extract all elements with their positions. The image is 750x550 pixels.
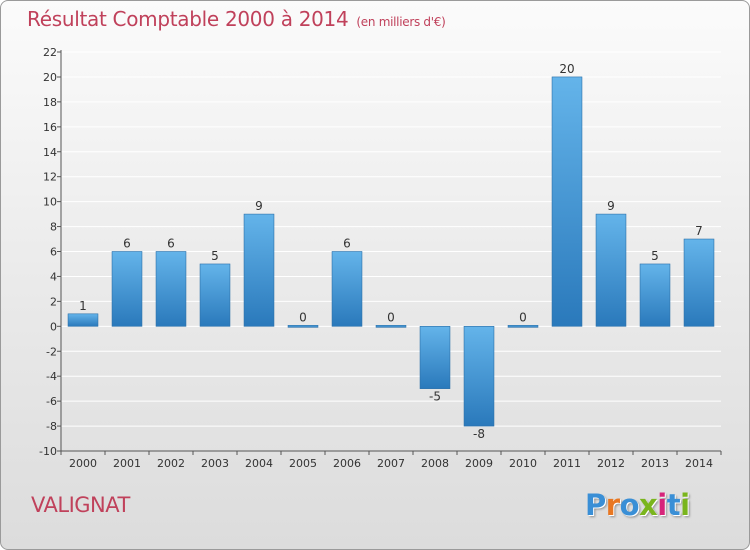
x-tick-label: 2003 [201, 457, 229, 470]
bar [67, 313, 99, 327]
x-tick-label: 2012 [597, 457, 625, 470]
bar [463, 326, 495, 427]
x-tick-label: 2013 [641, 457, 669, 470]
x-tick-label: 2009 [465, 457, 493, 470]
chart-title-text: Résultat Comptable 2000 à 2014 [27, 7, 349, 31]
x-tick-label: 2007 [377, 457, 405, 470]
place-name: VALIGNAT [31, 493, 130, 517]
bar [155, 251, 187, 327]
x-tick-label: 2011 [553, 457, 581, 470]
x-tick-label: 2014 [685, 457, 713, 470]
x-tick-label: 2000 [69, 457, 97, 470]
chart-unit-note: (en milliers d'€) [356, 15, 446, 29]
bar [595, 213, 627, 327]
data-label: -5 [429, 390, 441, 404]
x-tick-label: 2006 [333, 457, 361, 470]
y-tick-label: 0 [50, 320, 57, 333]
data-label: 0 [519, 310, 527, 324]
x-tick-label: 2005 [289, 457, 317, 470]
y-tick-label: -10 [39, 445, 57, 458]
bar [551, 76, 583, 327]
bar [243, 213, 275, 327]
y-tick-label: 18 [43, 96, 57, 109]
data-label: -8 [473, 427, 485, 441]
bar [507, 325, 539, 328]
logo-letter: o [619, 488, 640, 522]
data-label: 6 [123, 237, 131, 251]
data-label: 7 [695, 224, 703, 238]
y-tick-label: 6 [50, 246, 57, 259]
y-tick-label: -8 [46, 420, 57, 433]
y-tick-label: 16 [43, 121, 57, 134]
data-label: 6 [343, 237, 351, 251]
logo-letter: x [639, 488, 658, 522]
bar [419, 326, 451, 389]
bar [683, 238, 715, 327]
x-tick-label: 2008 [421, 457, 449, 470]
data-label: 5 [651, 249, 659, 263]
y-tick-label: 10 [43, 196, 57, 209]
logo-letter: i [657, 488, 667, 522]
y-tick-label: 2 [50, 295, 57, 308]
x-tick-label: 2001 [113, 457, 141, 470]
bar [199, 263, 231, 327]
logo-letter: t [666, 488, 681, 522]
y-tick-label: 14 [43, 146, 57, 159]
y-tick-label: -2 [46, 345, 57, 358]
y-tick-label: 8 [50, 221, 57, 234]
data-label: 6 [167, 237, 175, 251]
data-label: 9 [255, 199, 263, 213]
y-tick-label: 4 [50, 270, 57, 283]
chart-title: Résultat Comptable 2000 à 2014 (en millie… [27, 7, 446, 31]
bar [111, 251, 143, 327]
bar [331, 251, 363, 327]
data-label: 0 [387, 310, 395, 324]
x-tick-label: 2004 [245, 457, 273, 470]
logo-letter: r [605, 488, 620, 522]
y-tick-label: 22 [43, 46, 57, 59]
logo-letter: i [680, 488, 690, 522]
bar [287, 325, 319, 328]
y-tick-label: 20 [43, 71, 57, 84]
x-tick-label: 2002 [157, 457, 185, 470]
y-tick-label: -6 [46, 395, 57, 408]
data-label: 9 [607, 199, 615, 213]
data-label: 5 [211, 249, 219, 263]
bar [639, 263, 671, 327]
logo-letter: P [585, 488, 606, 522]
y-tick-label: 12 [43, 171, 57, 184]
bar [375, 325, 407, 328]
proxiti-logo: Proxiti [585, 488, 690, 522]
data-label: 1 [79, 299, 87, 313]
data-label: 20 [559, 62, 574, 76]
x-tick-label: 2010 [509, 457, 537, 470]
data-label: 0 [299, 310, 307, 324]
y-tick-label: -4 [46, 370, 57, 383]
